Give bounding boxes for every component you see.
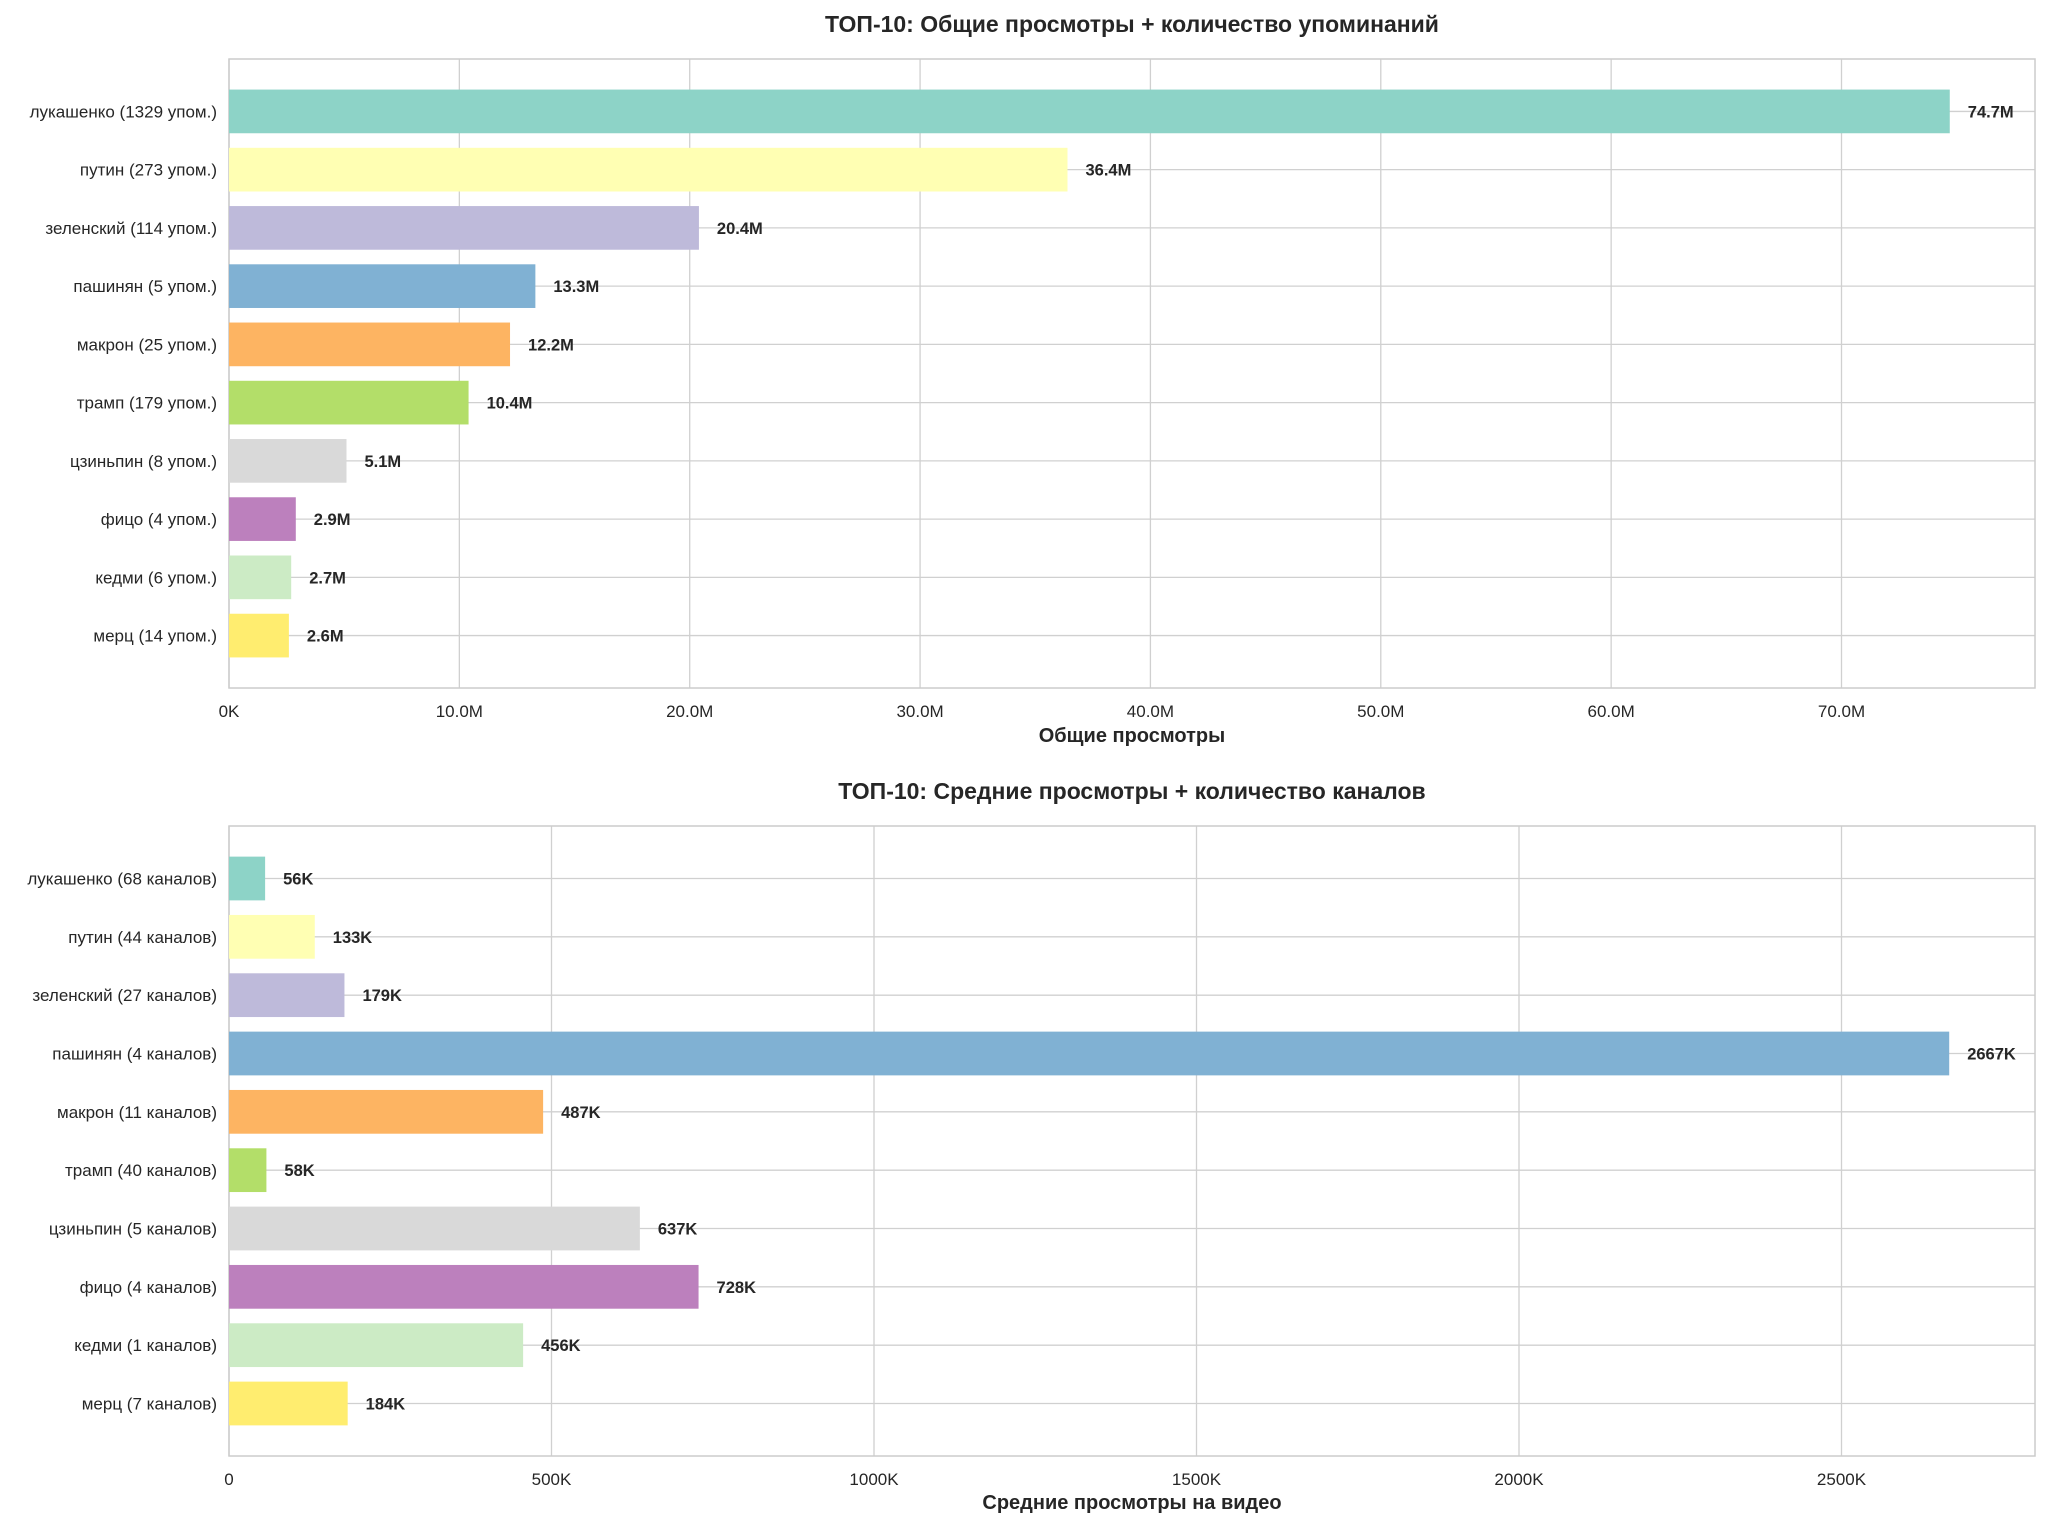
data-label: 133K (333, 929, 373, 947)
y-tick-label: макрон (11 каналов) (57, 1103, 217, 1122)
x-tick-label: 1500K (1172, 1470, 1222, 1489)
bar (229, 914, 315, 959)
bar (229, 439, 347, 483)
x-tick-label: 0K (219, 702, 240, 721)
bar (229, 147, 1068, 192)
x-tick-label: 0 (224, 1470, 233, 1489)
bar (229, 206, 699, 250)
y-tick-label: путин (273 упом.) (80, 161, 217, 180)
x-tick-label: 70.0M (1818, 702, 1865, 721)
data-label: 2.7M (309, 569, 346, 587)
bar (229, 613, 289, 658)
data-label: 36.4M (1086, 162, 1132, 180)
y-tick-label: зеленский (114 упом.) (45, 219, 217, 238)
chart-total-views: ТОП-10: Общие просмотры + количество упо… (30, 11, 2036, 747)
y-tick-label: фицо (4 упом.) (101, 510, 217, 529)
data-label: 456K (541, 1337, 581, 1355)
y-tick-label: лукашенко (68 каналов) (27, 870, 217, 889)
bar (229, 1031, 1950, 1076)
x-tick-label: 20.0M (666, 702, 713, 721)
bar (229, 1148, 267, 1193)
x-tick-label: 60.0M (1588, 702, 1635, 721)
bar (229, 1323, 524, 1368)
data-label: 179K (362, 987, 402, 1005)
bar (229, 856, 266, 901)
x-tick-label: 40.0M (1127, 702, 1174, 721)
data-label: 184K (366, 1396, 406, 1414)
y-tick-label: пашинян (5 упом.) (73, 277, 217, 296)
y-tick-label: цзиньпин (5 каналов) (49, 1220, 217, 1239)
y-tick-label: трамп (40 каналов) (65, 1161, 217, 1180)
bar (229, 1381, 348, 1426)
chart-average-views: ТОП-10: Средние просмотры + количество к… (27, 778, 2036, 1514)
data-label: 74.7M (1968, 103, 2014, 121)
y-tick-label: кедми (6 упом.) (95, 568, 217, 587)
x-tick-label: 500K (532, 1470, 572, 1489)
bar (229, 1089, 544, 1134)
x-tick-label: 2500K (1817, 1470, 1867, 1489)
x-axis-label: Общие просмотры (1039, 725, 1225, 747)
chart-title: ТОП-10: Общие просмотры + количество упо… (825, 11, 1439, 37)
bar (229, 1206, 640, 1251)
data-label: 487K (561, 1104, 601, 1122)
data-label: 728K (717, 1279, 757, 1297)
x-axis-label: Средние просмотры на видео (982, 1492, 1281, 1514)
y-tick-label: мерц (7 каналов) (82, 1395, 217, 1414)
x-tick-label: 30.0M (896, 702, 943, 721)
y-tick-label: кедми (1 каналов) (74, 1336, 217, 1355)
bar (229, 380, 469, 425)
x-tick-label: 50.0M (1357, 702, 1404, 721)
y-tick-label: мерц (14 упом.) (93, 627, 217, 646)
data-label: 20.4M (717, 220, 763, 238)
bar (229, 322, 511, 367)
data-label: 10.4M (487, 395, 533, 413)
bar (229, 555, 292, 600)
data-label: 58K (284, 1162, 314, 1180)
bar (229, 1264, 699, 1309)
bar (229, 89, 1950, 134)
y-tick-label: цзиньпин (8 упом.) (70, 452, 217, 471)
x-tick-label: 10.0M (436, 702, 483, 721)
bar (229, 264, 536, 308)
plot-frame (228, 58, 2036, 689)
y-tick-label: трамп (179 упом.) (77, 394, 217, 413)
x-tick-label: 1000K (849, 1470, 899, 1489)
chart-title: ТОП-10: Средние просмотры + количество к… (838, 778, 1425, 804)
plot-frame (228, 825, 2036, 1457)
data-label: 13.3M (553, 278, 599, 296)
data-label: 5.1M (364, 453, 401, 471)
y-tick-label: путин (44 каналов) (68, 928, 217, 947)
data-label: 12.2M (528, 336, 574, 354)
y-tick-label: макрон (25 упом.) (77, 335, 217, 354)
y-tick-label: фицо (4 каналов) (80, 1278, 217, 1297)
bar (229, 973, 345, 1018)
y-tick-label: зеленский (27 каналов) (32, 986, 217, 1005)
data-label: 2667K (1967, 1046, 2016, 1064)
x-tick-label: 2000K (1494, 1470, 1544, 1489)
data-label: 637K (658, 1221, 698, 1239)
data-label: 2.6M (307, 628, 344, 646)
y-tick-label: лукашенко (1329 упом.) (30, 102, 217, 121)
bar (229, 497, 296, 541)
data-label: 2.9M (314, 511, 351, 529)
data-label: 56K (283, 871, 313, 889)
y-tick-label: пашинян (4 каналов) (52, 1045, 217, 1064)
